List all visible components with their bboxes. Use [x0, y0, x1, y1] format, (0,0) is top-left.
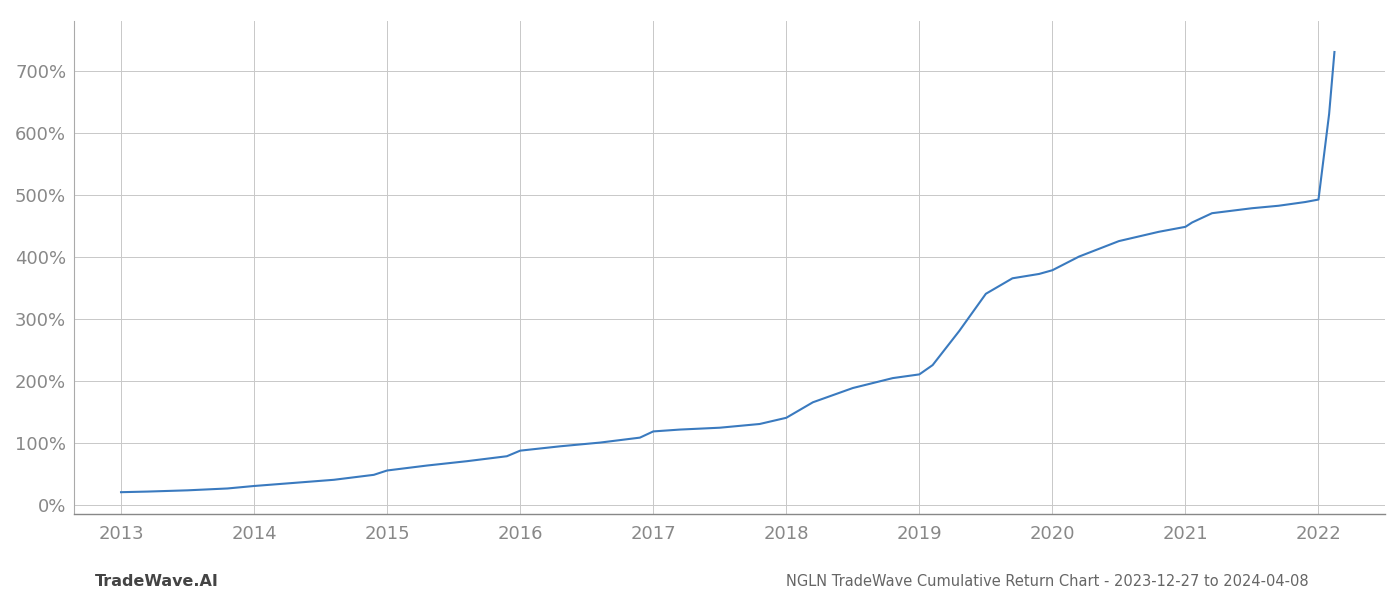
Text: TradeWave.AI: TradeWave.AI — [95, 574, 218, 589]
Text: NGLN TradeWave Cumulative Return Chart - 2023-12-27 to 2024-04-08: NGLN TradeWave Cumulative Return Chart -… — [787, 574, 1309, 589]
